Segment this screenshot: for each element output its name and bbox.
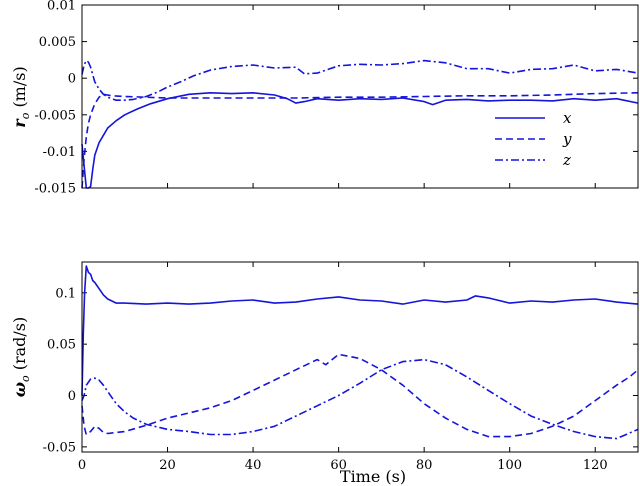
angular-velocity-x-tick-label: 60 [330, 458, 347, 473]
velocity-series [81, 59, 639, 189]
time-x-axis-label: Time (s) [340, 467, 406, 486]
velocity-y-tick-label: 0 [68, 72, 76, 87]
angular-velocity-series [81, 265, 639, 440]
angular-velocity-y-tick-label: -0.05 [43, 440, 76, 455]
angular-velocity-x-tick-label: 120 [583, 458, 608, 473]
angular-velocity-panel: ωo (rad/s) 0 20 40 60 80 100 120-0.0500.050.1 … [10, 261, 639, 486]
velocity-y-axis-symbol: r [10, 118, 29, 128]
velocity-legend: xyz [495, 109, 572, 169]
velocity-y-axis-unit: (m/s) [10, 66, 29, 112]
angular-velocity-y-tick-label: 0.05 [47, 338, 76, 353]
velocity-y-tick-label: 0.005 [39, 35, 76, 50]
angular-velocity-x-tick-label: 20 [159, 458, 176, 473]
angular-velocity-series-x-line [81, 265, 639, 396]
angular-velocity-x-tick-label: 0 [78, 458, 86, 473]
legend-label-y: y [562, 130, 572, 148]
legend-label-z: z [562, 151, 571, 169]
angular-velocity-x-tick-label: 80 [416, 458, 433, 473]
angular-velocity-x-tick-label: 40 [245, 458, 262, 473]
angular-velocity-series-z-line [81, 358, 639, 440]
velocity-y-axis-subscript: o [19, 112, 32, 119]
angular-velocity-plot-frame [81, 261, 639, 453]
angular-velocity-series-y-line [81, 353, 639, 438]
angular-velocity-y-axis-subscript: o [19, 375, 32, 382]
angular-velocity-y-axis-symbol: ω [10, 382, 29, 397]
velocity-y-tick-label: -0.01 [43, 145, 76, 160]
velocity-panel: ro (m/s) -0.015 -0.01 -0.005 0 0.005 0.01 xyz [10, 0, 639, 197]
angular-velocity-y-axis-unit: (rad/s) [10, 317, 29, 376]
velocity-ticks: -0.015 -0.01 -0.005 0 0.005 0.01 [34, 0, 638, 197]
angular-velocity-y-tick-label: 0.1 [55, 286, 76, 301]
angular-velocity-x-tick-label: 100 [497, 458, 522, 473]
velocity-y-tick-label: -0.005 [34, 108, 76, 123]
velocity-y-tick-label: -0.015 [34, 182, 76, 197]
velocity-plot-frame [81, 4, 639, 189]
legend-label-x: x [563, 109, 572, 127]
velocity-y-tick-label: 0.01 [47, 0, 76, 14]
velocity-series-x-line [81, 92, 639, 189]
angular-velocity-y-axis-label: ωo (rad/s) [10, 317, 32, 397]
angular-velocity-y-tick-label: 0 [68, 389, 76, 404]
velocity-series-y-line [81, 92, 639, 189]
velocity-y-axis-label: ro (m/s) [10, 66, 32, 127]
velocity-series-z-line [81, 59, 639, 101]
